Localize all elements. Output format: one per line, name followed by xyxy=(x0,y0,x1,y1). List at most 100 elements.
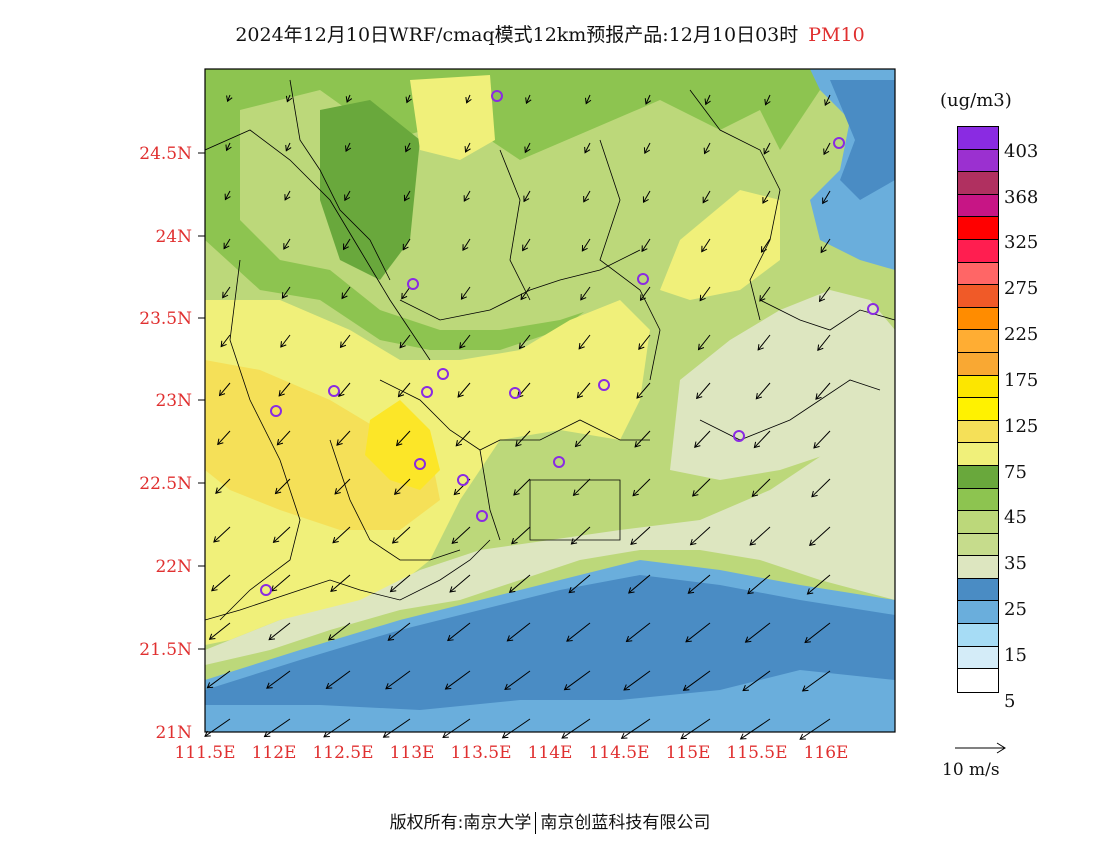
lon-tick-label: 115.5E xyxy=(726,743,787,763)
wind-arrow xyxy=(206,670,231,689)
wind-arrow xyxy=(644,94,652,105)
wind-arrow xyxy=(272,526,291,543)
wind-arrow xyxy=(330,574,351,592)
wind-arrow xyxy=(697,334,711,351)
wind-arrow xyxy=(223,238,231,250)
wind-arrow xyxy=(751,478,771,498)
wind-arrow xyxy=(285,142,292,152)
wind-arrow xyxy=(759,286,771,302)
wind-arrow xyxy=(704,94,711,106)
wind-arrow xyxy=(344,190,351,202)
wind-arrow xyxy=(345,94,353,103)
wind-arrow xyxy=(639,286,651,302)
chart-title: 2024年12月10日WRF/cmaq模式12km预报产品:12月10日03时 P… xyxy=(0,20,1100,47)
wind-arrow xyxy=(809,526,831,547)
wind-arrow xyxy=(753,430,771,449)
wind-arrow xyxy=(224,190,231,201)
wind-arrow xyxy=(518,334,531,350)
wind-arrow xyxy=(213,526,231,543)
wind-arrow xyxy=(742,670,771,692)
legend-swatch xyxy=(958,352,998,376)
legend-label: 25 xyxy=(1004,599,1027,620)
wind-arrow xyxy=(749,526,771,546)
wind-arrow xyxy=(323,718,351,738)
lat-tick-label: 23N xyxy=(155,391,192,411)
wind-arrow xyxy=(266,670,291,689)
legend-unit: (ug/m3) xyxy=(940,90,1012,111)
legend-swatch xyxy=(958,239,998,263)
lat-tick-label: 21.5N xyxy=(139,640,192,660)
wind-vectors xyxy=(204,94,831,740)
wind-arrow xyxy=(817,334,831,352)
wind-arrow xyxy=(824,94,831,107)
wind-arrow xyxy=(281,286,291,299)
legend-swatch xyxy=(958,443,998,466)
wind-arrow xyxy=(572,478,591,496)
wind-arrow xyxy=(811,478,831,498)
wind-arrow xyxy=(211,574,231,592)
legend-swatch xyxy=(958,375,998,399)
wind-arrow xyxy=(451,526,471,545)
wind-arrow xyxy=(820,238,831,254)
wind-reference-arrow xyxy=(955,742,1006,754)
wind-arrow xyxy=(632,478,651,497)
copyright-text: 版权所有:南京大学 xyxy=(389,813,532,833)
legend-swatch xyxy=(958,194,998,218)
legend-label: 225 xyxy=(1004,324,1039,345)
lon-axis: 111.5E 112E 112.5E 113E 113.5E 114E 114.… xyxy=(174,743,848,763)
station-marker xyxy=(270,405,282,417)
wind-arrow xyxy=(511,526,531,545)
wind-arrow xyxy=(382,718,411,738)
wind-arrow xyxy=(568,574,591,594)
wind-arrow xyxy=(801,670,831,692)
station-marker xyxy=(328,385,340,397)
lon-tick-label: 113E xyxy=(390,743,435,763)
wind-arrow xyxy=(404,142,411,153)
lon-tick-label: 114.5E xyxy=(588,743,649,763)
wind-arrow xyxy=(566,622,591,642)
legend-swatch xyxy=(958,217,998,240)
wind-arrow xyxy=(699,286,711,302)
station-marker xyxy=(421,386,433,398)
legend-swatch xyxy=(958,669,998,692)
lat-tick-label: 22.5N xyxy=(139,474,192,494)
wind-arrow xyxy=(284,190,291,201)
wind-arrow xyxy=(504,670,531,690)
wind-arrow xyxy=(339,334,351,349)
legend-swatch xyxy=(958,262,998,286)
wind-arrow xyxy=(276,430,291,446)
wind-arrow xyxy=(687,574,711,594)
wind-arrow xyxy=(345,142,352,153)
legend-label: 403 xyxy=(1004,141,1039,162)
wind-arrow xyxy=(455,430,471,447)
map-field xyxy=(205,69,895,732)
legend-label: 175 xyxy=(1004,370,1039,391)
wind-arrow xyxy=(385,670,411,690)
wind-arrow xyxy=(263,718,291,738)
wind-arrow xyxy=(520,286,531,301)
sea-ne-deep xyxy=(830,80,895,200)
wind-arrow xyxy=(513,478,531,496)
wind-arrow xyxy=(580,286,591,301)
wind-arrow xyxy=(570,526,591,545)
wind-arrow xyxy=(525,94,532,105)
station-marker xyxy=(476,510,488,522)
wind-arrow xyxy=(574,430,591,448)
wind-arrow xyxy=(701,238,711,253)
wind-arrow xyxy=(815,382,831,400)
wind-arrow xyxy=(584,142,591,154)
station-marker xyxy=(491,90,503,102)
wind-arrow xyxy=(625,622,651,643)
station-marker xyxy=(260,584,272,596)
wind-arrow xyxy=(225,142,232,152)
wind-arrow xyxy=(403,190,411,202)
wind-arrow xyxy=(680,718,711,740)
legend-label: 125 xyxy=(1004,416,1039,437)
wind-arrow xyxy=(578,334,591,350)
legend-label: 5 xyxy=(1004,691,1016,712)
wind-arrow xyxy=(643,142,651,154)
wind-arrow xyxy=(395,430,411,447)
wind-arrow xyxy=(818,286,831,303)
title-pollutant: PM10 xyxy=(808,24,865,46)
wind-arrow xyxy=(689,526,711,546)
